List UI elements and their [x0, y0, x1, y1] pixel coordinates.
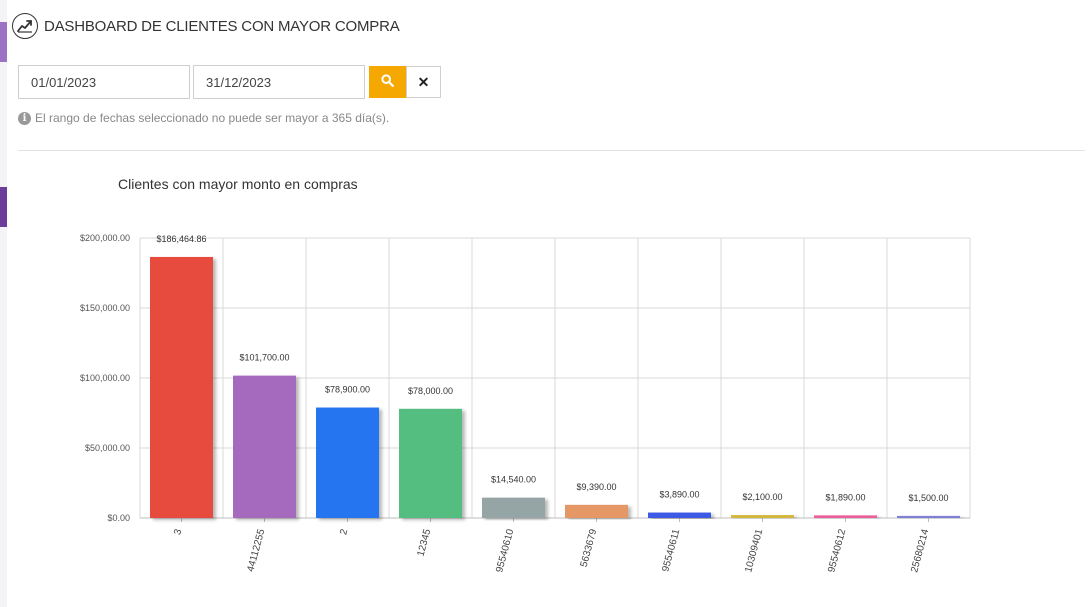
data-label: $1,890.00 — [825, 492, 865, 502]
data-label: $1,500.00 — [908, 493, 948, 503]
y-tick-label: $0.00 — [107, 513, 130, 523]
date-range-hint: i El rango de fechas seleccionado no pue… — [18, 111, 389, 125]
bar-12345 — [399, 408, 462, 518]
data-label: $186,464.86 — [156, 234, 206, 244]
bar-95540611 — [648, 512, 711, 518]
chart-bars — [150, 256, 960, 518]
date-to-input[interactable] — [193, 65, 365, 99]
data-label: $78,900.00 — [325, 385, 370, 395]
x-tick-label: 2 — [338, 528, 350, 537]
divider — [18, 150, 1085, 151]
x-tick-label: 3 — [172, 528, 184, 537]
bar-95540610 — [482, 497, 545, 518]
data-label: $9,390.00 — [576, 482, 616, 492]
date-from-input[interactable] — [18, 65, 190, 99]
data-label: $78,000.00 — [408, 386, 453, 396]
y-tick-label: $150,000.00 — [80, 303, 130, 313]
page-header: DASHBOARD DE CLIENTES CON MAYOR COMPRA — [12, 11, 400, 41]
bar-10309401 — [731, 515, 794, 518]
clear-button[interactable]: ✕ — [406, 66, 441, 98]
x-tick-label: 95540612 — [826, 528, 848, 574]
bar-5633679 — [565, 504, 628, 518]
hint-text: El rango de fechas seleccionado no puede… — [35, 111, 390, 125]
x-tick-label: 5633679 — [579, 528, 600, 569]
x-tick-label: 10309401 — [743, 528, 765, 574]
chart-title: Clientes con mayor monto en compras — [118, 176, 358, 192]
info-icon: i — [18, 111, 31, 125]
bar-3 — [150, 256, 213, 518]
sidebar-accent-top[interactable] — [0, 22, 7, 62]
y-tick-label: $200,000.00 — [80, 233, 130, 243]
data-label: $2,100.00 — [742, 492, 782, 502]
page-title: DASHBOARD DE CLIENTES CON MAYOR COMPRA — [44, 17, 400, 35]
x-tick-label: 25680214 — [909, 528, 931, 574]
data-label: $3,890.00 — [659, 490, 699, 500]
data-label: $14,540.00 — [491, 475, 536, 485]
y-tick-label: $100,000.00 — [80, 373, 130, 383]
search-button[interactable] — [369, 66, 406, 98]
x-tick-label: 95540610 — [494, 528, 516, 574]
search-icon — [381, 74, 394, 90]
bar-25680214 — [897, 515, 960, 518]
sidebar-accent-bottom[interactable] — [0, 187, 7, 227]
trending-up-icon — [12, 13, 38, 39]
data-label: $101,700.00 — [239, 353, 289, 363]
bar-44112255 — [233, 375, 296, 518]
close-icon: ✕ — [417, 73, 430, 90]
bar-2 — [316, 407, 379, 518]
x-tick-label: 95540611 — [660, 528, 682, 574]
x-tick-label: 12345 — [416, 528, 434, 558]
y-tick-label: $50,000.00 — [85, 443, 130, 453]
bar-95540612 — [814, 515, 877, 518]
left-sidebar-strip — [0, 0, 7, 607]
x-tick-label: 44112255 — [245, 528, 267, 574]
